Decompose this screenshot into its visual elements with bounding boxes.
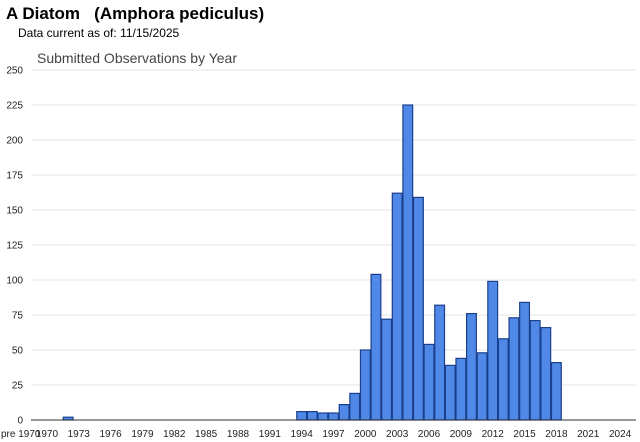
y-tick-label: 175 bbox=[6, 171, 23, 182]
observations-bar-chart: Submitted Observations by Year 0 25 50 75 10… bbox=[1, 50, 636, 440]
bar-2006 bbox=[423, 343, 435, 421]
bar-1995 bbox=[306, 411, 318, 421]
bar-2001 bbox=[370, 273, 382, 421]
bar-2014 bbox=[508, 317, 520, 421]
bar-1997 bbox=[328, 412, 339, 421]
page-header: A Diatom (Amphora pediculus) Data curren… bbox=[6, 4, 264, 40]
y-tick-label: 225 bbox=[6, 101, 23, 112]
y-tick-labels: 0 25 50 75 100 125 150 175 200 225 250 bbox=[6, 66, 23, 427]
x-tick-label: 2006 bbox=[418, 429, 441, 440]
bar-2008 bbox=[444, 364, 456, 421]
y-tick-label: 125 bbox=[6, 241, 23, 252]
y-tick-label: 150 bbox=[6, 206, 23, 217]
bar-1998 bbox=[338, 404, 350, 421]
bar-2009 bbox=[455, 357, 467, 421]
bar-2017 bbox=[540, 327, 552, 421]
grid-lines bbox=[31, 69, 636, 386]
x-tick-label: 1988 bbox=[227, 429, 250, 440]
x-tick-label: 2018 bbox=[545, 429, 568, 440]
x-tick-label: pre 1970 bbox=[1, 429, 41, 440]
y-tick-label: 75 bbox=[12, 311, 24, 322]
bar-1994 bbox=[296, 411, 308, 421]
bar-2000 bbox=[359, 349, 371, 421]
x-tick-label: 2012 bbox=[482, 429, 505, 440]
bar-2002 bbox=[381, 318, 393, 421]
x-tick-label: 1991 bbox=[259, 429, 282, 440]
bar-2015 bbox=[519, 301, 531, 421]
bar-2007 bbox=[434, 304, 446, 421]
bar-2016 bbox=[529, 320, 541, 421]
chart-title: Submitted Observations by Year bbox=[37, 50, 237, 66]
data-current-date: 11/15/2025 bbox=[120, 26, 180, 40]
x-tick-label: 1997 bbox=[322, 429, 345, 440]
x-tick-label: 1985 bbox=[195, 429, 218, 440]
y-tick-label: 25 bbox=[12, 381, 24, 392]
x-tick-label: 1976 bbox=[99, 429, 122, 440]
data-current-line: Data current as of: 11/15/2025 bbox=[18, 26, 264, 40]
bar-2005 bbox=[412, 196, 424, 421]
y-tick-label: 200 bbox=[6, 136, 23, 147]
bar-1996 bbox=[317, 412, 329, 421]
y-tick-label: 100 bbox=[6, 276, 23, 287]
data-current-label: Data current as of: bbox=[18, 26, 117, 40]
x-tick-label: 1982 bbox=[163, 429, 186, 440]
bar-1999 bbox=[349, 392, 361, 421]
x-tick-label: 1973 bbox=[68, 429, 91, 440]
x-tick-label: 1970 bbox=[36, 429, 59, 440]
x-tick-label: 2009 bbox=[450, 429, 473, 440]
x-tick-label: 2021 bbox=[577, 429, 600, 440]
bar-2010 bbox=[466, 313, 477, 421]
bar-2012 bbox=[487, 280, 499, 421]
x-tick-label: 2003 bbox=[386, 429, 409, 440]
bars bbox=[62, 104, 562, 421]
y-tick-label: 50 bbox=[12, 346, 24, 357]
bar-2003 bbox=[391, 192, 403, 421]
x-tick-label: 2000 bbox=[354, 429, 377, 440]
y-tick-label: 0 bbox=[17, 416, 23, 427]
x-tick-label: 1994 bbox=[291, 429, 314, 440]
x-tick-label: 2024 bbox=[609, 429, 632, 440]
bar-2011 bbox=[476, 352, 488, 421]
bar-2013 bbox=[497, 338, 509, 421]
bar-2004 bbox=[402, 104, 414, 421]
x-tick-label: 1979 bbox=[131, 429, 154, 440]
x-tick-label: 2015 bbox=[513, 429, 536, 440]
species-title: A Diatom (Amphora pediculus) bbox=[6, 4, 265, 23]
bar-2018 bbox=[550, 362, 562, 421]
y-tick-label: 250 bbox=[6, 66, 23, 77]
